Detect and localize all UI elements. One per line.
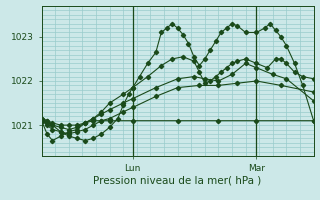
X-axis label: Pression niveau de la mer( hPa ): Pression niveau de la mer( hPa ) <box>93 175 262 185</box>
